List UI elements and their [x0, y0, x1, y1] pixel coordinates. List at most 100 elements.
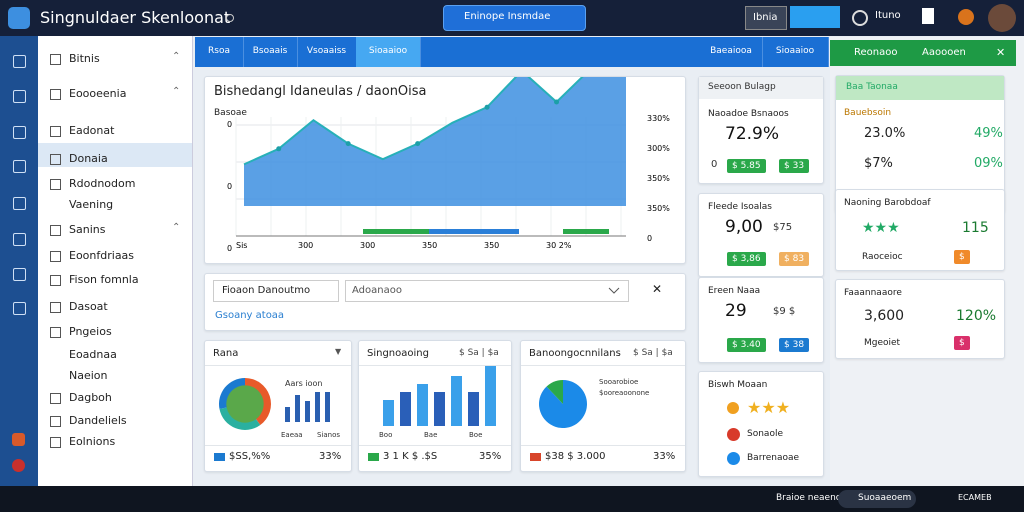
link[interactable]: Gsoany atoaa [215, 310, 285, 321]
tab[interactable]: Rsoa [195, 37, 244, 67]
checkbox [50, 89, 61, 100]
dropdown[interactable]: ▼ [335, 347, 342, 356]
icon-rail [0, 36, 38, 486]
nav-item[interactable]: Eadonat [38, 121, 192, 141]
tab[interactable]: Vsoaaiss [297, 37, 357, 67]
tab[interactable]: Baeaiooa [700, 37, 763, 67]
card-title: Naoadoe Bsnaoos [708, 109, 789, 119]
bar [315, 392, 320, 422]
avatar[interactable] [988, 4, 1016, 32]
y-tick-label: 0 [647, 234, 652, 243]
nav-text: Sanins [69, 223, 106, 236]
footer-text: $SS,%% [229, 451, 271, 462]
nav-item[interactable]: Pngeios [38, 322, 192, 342]
legend-text: $ooreaoonone [599, 389, 650, 397]
card-title: Biswh Moaan [708, 380, 768, 390]
menu-text[interactable]: Ituno [875, 10, 901, 21]
chip: $ 33 [779, 159, 810, 173]
nav-item[interactable]: Donaia [38, 149, 192, 169]
chip: $ [954, 250, 970, 264]
divider [521, 365, 685, 366]
nav-item[interactable]: Eoadnaa [38, 345, 192, 365]
bar [383, 400, 394, 426]
divider [359, 445, 511, 446]
nav-item[interactable]: Sanins ⌃ [38, 220, 192, 240]
checkbox [50, 54, 61, 65]
close-icon[interactable]: ✕ [996, 46, 1006, 59]
card: Rana ▼ $SS,%% 33% Eaeaa Sianos Aars ioon [204, 340, 352, 472]
small-value: $9 $ [773, 306, 796, 317]
nav-icon[interactable] [13, 126, 26, 139]
nav-text: Dagboh [69, 391, 112, 404]
chart-title: Bishedangl Idaneulas / daonOisa [214, 84, 427, 99]
nav-item[interactable]: Vaening [38, 195, 192, 215]
card-header [699, 77, 823, 99]
search-button[interactable]: Eninope Insmdae [443, 5, 586, 31]
dot [727, 402, 739, 414]
nav-icon[interactable] [13, 55, 26, 68]
nav-text: Dasoat [69, 300, 108, 313]
nav-icon[interactable] [13, 90, 26, 103]
nav-item[interactable]: Rdodnodom [38, 174, 192, 194]
range-bar [429, 229, 519, 234]
nav-item[interactable]: Dandeliels [38, 411, 192, 431]
icon[interactable] [226, 14, 234, 22]
tab[interactable]: Sioaaioo [762, 37, 829, 67]
nav-icon[interactable] [13, 233, 26, 246]
nav-item[interactable]: Fison fomnla [38, 270, 192, 290]
nav-text: Eoadnaa [69, 348, 117, 361]
select[interactable]: Adoanaoo [345, 280, 629, 302]
y-tick-label: 0 [227, 244, 232, 253]
nav-icon[interactable] [12, 433, 25, 446]
nav-icon[interactable] [13, 197, 26, 210]
chevron: ⌃ [172, 222, 181, 233]
nav-item[interactable]: Dasoat [38, 297, 192, 317]
dot [727, 452, 740, 465]
tab-text: Sioaaioo [368, 46, 408, 56]
chart-card: Bishedangl Idaneulas / daonOisa Basoae 0… [204, 76, 686, 264]
icon[interactable] [852, 10, 868, 26]
line [243, 77, 584, 166]
button[interactable]: Ibnia [745, 6, 787, 30]
button[interactable] [790, 6, 840, 28]
right-panel: Reonaoo Aaoooen ✕ Baa Taonaa Bauebsoin 2… [830, 37, 1024, 486]
icon[interactable] [958, 9, 974, 25]
checkbox [50, 437, 61, 448]
bar [305, 401, 310, 422]
filter-card: Fioaon Danoutmo Adoanaoo ✕ Gsoany atoaa [204, 273, 686, 331]
nav-icon[interactable] [12, 459, 25, 472]
divider [359, 365, 511, 366]
nav-icon[interactable] [13, 268, 26, 281]
checkbox [50, 327, 61, 338]
checkbox [50, 275, 61, 286]
nav-item[interactable]: Eoooeenia ⌃ [38, 84, 192, 104]
text-input[interactable]: Fioaon Danoutmo [213, 280, 339, 302]
nav-item[interactable]: Bitnis ⌃ [38, 49, 192, 69]
tab[interactable]: Sioaaioo [356, 37, 421, 67]
chevron: ⌃ [172, 51, 181, 62]
search-text: Eninope Insmdae [464, 11, 551, 22]
select-text: Adoanaoo [352, 285, 402, 296]
tab[interactable]: Bsoaais [243, 37, 298, 67]
search[interactable]: Suoaaeoem [838, 490, 916, 508]
big-value: 72.9% [725, 124, 780, 144]
footer-pct: 35% [479, 451, 502, 462]
y-tick-label: 300% [647, 144, 670, 153]
nav-item[interactable]: Dagboh [38, 388, 192, 408]
nav-icon[interactable] [13, 302, 26, 315]
close-icon[interactable]: ✕ [652, 282, 663, 296]
small-value: $75 [773, 222, 793, 233]
nav-item[interactable]: Eolnions [38, 432, 192, 452]
icon[interactable] [922, 8, 934, 24]
nav-icon[interactable] [13, 160, 26, 173]
axis-label: Boo [379, 431, 393, 439]
nav-item[interactable]: Eoonfdriaas [38, 246, 192, 266]
list-text: Barrenaoae [747, 453, 800, 463]
footer-text: 3 1 K $ .$S [383, 451, 438, 462]
tab-text: Rsoa [208, 46, 230, 56]
card-title: Faaannaaore [844, 288, 902, 298]
nav-item[interactable]: Naeion [38, 366, 192, 386]
x-tick-label: 30 2% [546, 241, 572, 250]
rating: ★★★ [747, 398, 791, 417]
nav-text: Eoonfdriaas [69, 249, 135, 262]
